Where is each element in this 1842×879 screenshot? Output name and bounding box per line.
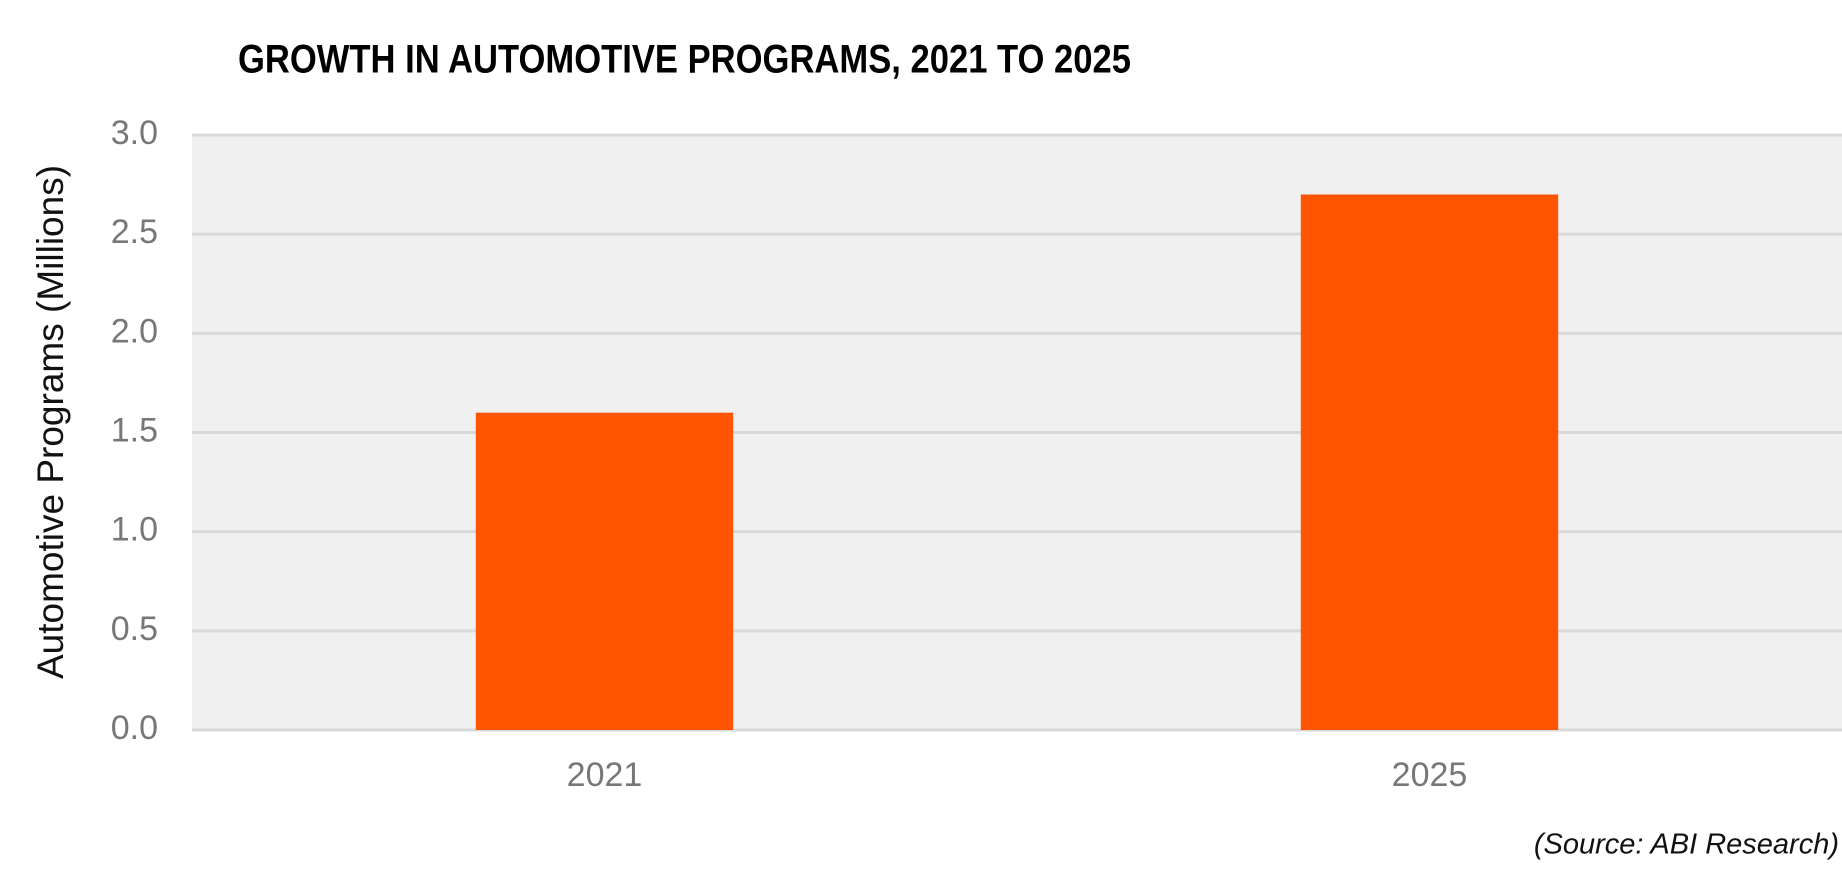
y-tick-label: 0.0	[111, 709, 158, 747]
y-axis-label: Automotive Programs (Millions)	[30, 165, 71, 679]
source-note: (Source: ABI Research)	[1534, 829, 1839, 861]
bar	[1300, 194, 1559, 730]
y-tick-label: 3.0	[111, 114, 158, 152]
y-tick-label: 0.5	[111, 610, 158, 648]
bar	[475, 412, 734, 730]
x-tick-label: 2025	[1392, 756, 1468, 794]
y-tick-label: 2.5	[111, 213, 158, 251]
x-tick-label: 2021	[567, 756, 643, 794]
y-tick-label: 1.0	[111, 511, 158, 549]
y-tick-label: 2.0	[111, 312, 158, 350]
chart-title: GROWTH IN AUTOMOTIVE PROGRAMS, 2021 TO 2…	[238, 38, 1131, 82]
y-tick-label: 1.5	[111, 411, 158, 449]
